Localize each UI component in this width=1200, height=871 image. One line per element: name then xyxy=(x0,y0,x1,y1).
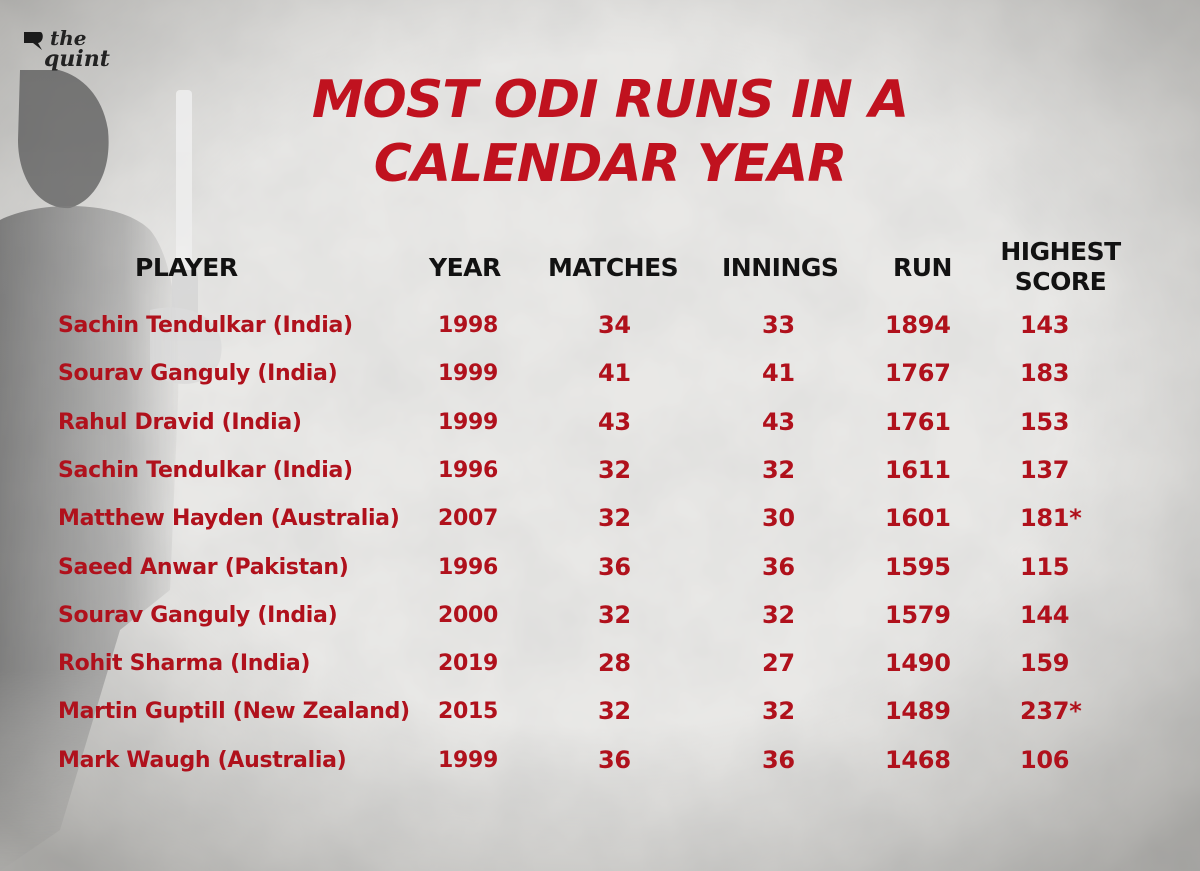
table-cell-run: 1601 xyxy=(885,504,951,533)
table-cell-innings: 32 xyxy=(762,455,795,484)
table-cell-run: 1595 xyxy=(885,552,951,581)
chart-title: MOST ODI RUNS IN A CALENDAR YEAR xyxy=(300,68,920,196)
column-header-matches: MATCHES xyxy=(548,253,679,282)
table-cell-player: Sachin Tendulkar (India) xyxy=(58,457,353,483)
column-header-innings: INNINGS xyxy=(722,253,839,282)
table-cell-player: Rohit Sharma (India) xyxy=(58,651,311,677)
table-cell-matches: 32 xyxy=(598,455,631,484)
table-cell-innings: 33 xyxy=(762,311,795,339)
chart-title-line2: CALENDAR YEAR xyxy=(373,134,848,194)
table-cell-year: 2000 xyxy=(438,602,499,628)
table-cell-highest-score: 181* xyxy=(1020,504,1082,533)
table-cell-innings: 30 xyxy=(762,504,795,533)
player-photo xyxy=(0,70,222,871)
table-cell-player: Martin Guptill (New Zealand) xyxy=(58,699,410,725)
table-cell-matches: 36 xyxy=(598,745,631,774)
table-cell-year: 2015 xyxy=(438,699,499,725)
column-header-highest-score: HIGHEST SCORE xyxy=(1000,237,1121,296)
table-cell-run: 1490 xyxy=(885,649,951,678)
table-cell-innings: 41 xyxy=(762,359,795,388)
table-cell-innings: 32 xyxy=(762,600,795,629)
table-cell-matches: 32 xyxy=(598,600,631,629)
table-cell-innings: 32 xyxy=(762,697,795,726)
table-cell-year: 1999 xyxy=(438,361,499,387)
table-cell-year: 1998 xyxy=(438,313,499,338)
table-cell-matches: 41 xyxy=(598,359,631,388)
table-cell-run: 1894 xyxy=(885,311,951,339)
table-cell-highest-score: 106 xyxy=(1020,745,1070,774)
brand-logo-line1: the xyxy=(50,26,87,50)
table-cell-innings: 36 xyxy=(762,745,795,774)
table-cell-run: 1611 xyxy=(885,455,951,484)
table-cell-run: 1767 xyxy=(885,359,951,388)
table-cell-matches: 34 xyxy=(598,311,631,339)
table-cell-player: Matthew Hayden (Australia) xyxy=(58,506,400,532)
table-cell-matches: 32 xyxy=(598,697,631,726)
table-cell-innings: 27 xyxy=(762,649,795,678)
table-cell-year: 1999 xyxy=(438,409,499,435)
table-cell-year: 2007 xyxy=(438,506,499,532)
chart-title-line1: MOST ODI RUNS IN A xyxy=(311,70,909,130)
column-header-run: RUN xyxy=(893,253,952,282)
brand-logo-line2: quint xyxy=(44,46,110,72)
table-cell-player: Rahul Dravid (India) xyxy=(58,409,302,435)
quint-logo-icon xyxy=(24,32,43,50)
table-cell-highest-score: 183 xyxy=(1020,359,1070,388)
table-cell-run: 1761 xyxy=(885,407,951,436)
table-cell-player: Sourav Ganguly (India) xyxy=(58,361,338,387)
table-cell-matches: 32 xyxy=(598,504,631,533)
table-cell-run: 1579 xyxy=(885,600,951,629)
table-cell-player: Sachin Tendulkar (India) xyxy=(58,313,353,338)
table-cell-year: 1999 xyxy=(438,747,499,773)
table-cell-matches: 28 xyxy=(598,649,631,678)
table-cell-highest-score: 115 xyxy=(1020,552,1070,581)
table-cell-highest-score: 153 xyxy=(1020,407,1070,436)
table-cell-highest-score: 144 xyxy=(1020,600,1070,629)
table-cell-year: 1996 xyxy=(438,554,499,580)
table-cell-innings: 36 xyxy=(762,552,795,581)
table-cell-highest-score: 137 xyxy=(1020,455,1070,484)
table-cell-highest-score: 159 xyxy=(1020,649,1070,678)
table-cell-run: 1489 xyxy=(885,697,951,726)
table-cell-innings: 43 xyxy=(762,407,795,436)
table-cell-player: Mark Waugh (Australia) xyxy=(58,747,347,773)
table-cell-highest-score: 143 xyxy=(1020,311,1070,339)
table-cell-year: 2019 xyxy=(438,651,499,677)
table-cell-matches: 43 xyxy=(598,407,631,436)
table-cell-run: 1468 xyxy=(885,745,951,774)
table-cell-matches: 36 xyxy=(598,552,631,581)
table-cell-player: Sourav Ganguly (India) xyxy=(58,602,338,628)
table-cell-year: 1996 xyxy=(438,457,499,483)
column-header-player: PLAYER xyxy=(135,253,238,282)
column-header-year: YEAR xyxy=(429,253,501,282)
table-cell-highest-score: 237* xyxy=(1020,697,1082,726)
table-cell-player: Saeed Anwar (Pakistan) xyxy=(58,554,349,580)
